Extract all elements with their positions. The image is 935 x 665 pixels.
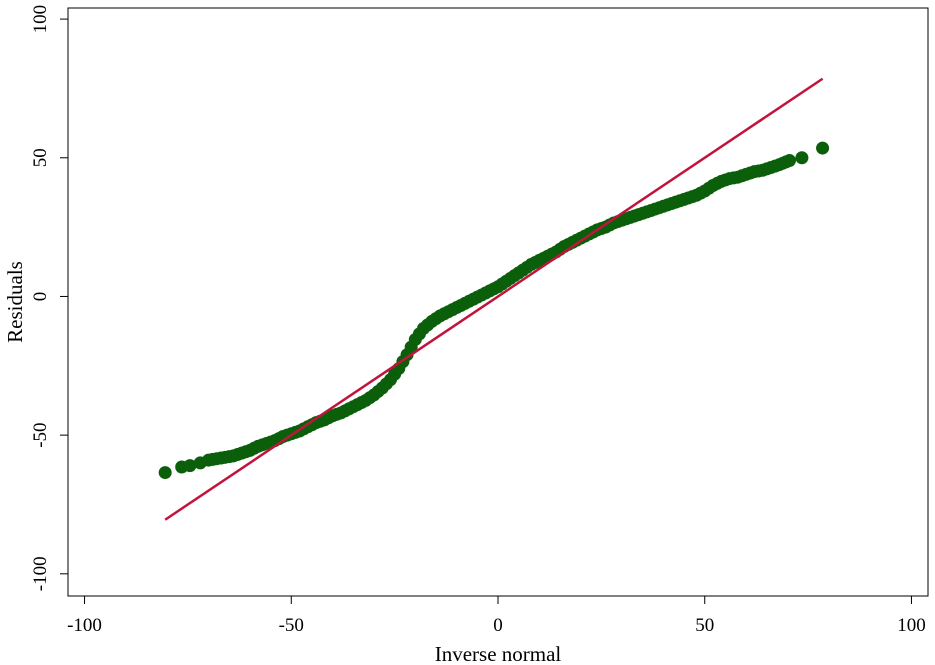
x-tick-label: -100 xyxy=(67,615,102,636)
y-tick-label: 100 xyxy=(30,5,51,33)
reference-line xyxy=(164,77,824,521)
x-axis-title: Inverse normal xyxy=(435,642,562,665)
x-tick-label: 50 xyxy=(695,615,714,636)
scatter-point xyxy=(183,459,197,473)
x-tick-label: 100 xyxy=(897,615,926,636)
scatter-point xyxy=(782,154,796,168)
plot-frame xyxy=(67,7,929,597)
y-axis-title: Residuals xyxy=(3,261,27,343)
x-tick-label: -50 xyxy=(279,615,304,636)
y-tick-label: -100 xyxy=(30,556,51,591)
y-tick-label: 50 xyxy=(30,148,51,167)
y-tick-label: 0 xyxy=(30,292,51,302)
y-tick-label: -50 xyxy=(30,422,51,447)
x-tick-label: 0 xyxy=(493,615,503,636)
scatter-point xyxy=(816,141,830,155)
scatter-point xyxy=(158,466,172,480)
reference-line-group xyxy=(164,77,824,521)
data-points xyxy=(158,141,830,480)
scatter-point xyxy=(795,151,809,165)
axes: -100 -50 0 50 100 -100 -50 0 50 100 xyxy=(30,5,926,636)
